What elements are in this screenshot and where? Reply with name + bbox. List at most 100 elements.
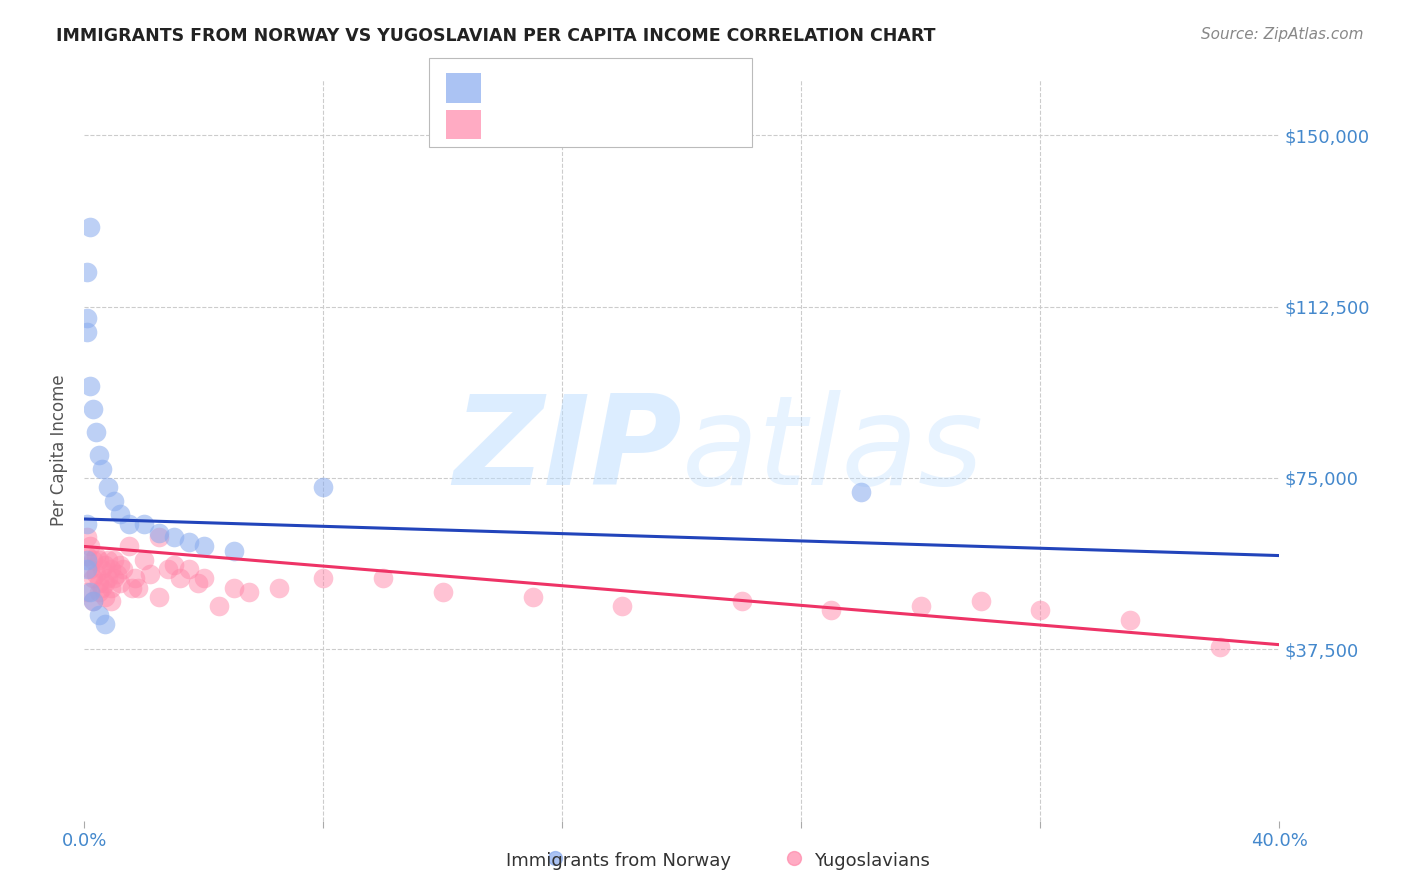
Point bbox=[103, 553, 125, 567]
Point bbox=[97, 480, 120, 494]
Point bbox=[100, 594, 122, 608]
Point bbox=[312, 571, 335, 585]
Point bbox=[432, 585, 454, 599]
Point bbox=[851, 484, 873, 499]
Point bbox=[89, 576, 111, 591]
Point bbox=[97, 571, 120, 585]
Point bbox=[127, 581, 149, 595]
Point bbox=[89, 448, 111, 462]
Point bbox=[76, 553, 98, 567]
Text: R =: R = bbox=[492, 78, 531, 97]
Text: 59: 59 bbox=[630, 115, 655, 134]
Text: ZIP: ZIP bbox=[453, 390, 682, 511]
Text: N =: N = bbox=[583, 115, 641, 134]
Point bbox=[910, 599, 932, 613]
Text: -0.094: -0.094 bbox=[530, 78, 595, 97]
Point bbox=[177, 534, 200, 549]
Point bbox=[82, 402, 104, 417]
Point bbox=[612, 599, 634, 613]
Point bbox=[1119, 613, 1142, 627]
Point bbox=[139, 566, 162, 581]
Point bbox=[103, 571, 125, 585]
Text: Yugoslavians: Yugoslavians bbox=[814, 852, 929, 870]
Point bbox=[105, 566, 128, 581]
Point bbox=[110, 508, 132, 522]
Text: -0.281: -0.281 bbox=[530, 115, 595, 134]
Text: Immigrants from Norway: Immigrants from Norway bbox=[506, 852, 731, 870]
Point bbox=[238, 585, 260, 599]
Point bbox=[148, 590, 170, 604]
Point bbox=[91, 461, 114, 475]
Point bbox=[82, 553, 104, 567]
Point bbox=[79, 219, 101, 234]
Point bbox=[76, 265, 98, 279]
Point bbox=[86, 566, 108, 581]
Point bbox=[522, 590, 544, 604]
Point bbox=[79, 379, 101, 393]
Point bbox=[89, 585, 111, 599]
Point bbox=[112, 562, 135, 576]
Point bbox=[148, 525, 170, 540]
Point bbox=[157, 562, 180, 576]
Point bbox=[79, 540, 101, 554]
Point bbox=[76, 562, 98, 576]
Text: Source: ZipAtlas.com: Source: ZipAtlas.com bbox=[1201, 27, 1364, 42]
Point bbox=[731, 594, 754, 608]
Point bbox=[124, 571, 146, 585]
Point bbox=[132, 516, 156, 531]
Point bbox=[267, 581, 290, 595]
Point bbox=[132, 553, 156, 567]
Point bbox=[121, 581, 143, 595]
Point bbox=[312, 480, 335, 494]
Point bbox=[91, 581, 114, 595]
Point bbox=[94, 590, 117, 604]
Point bbox=[86, 549, 108, 563]
Point bbox=[1029, 603, 1052, 617]
Point bbox=[970, 594, 993, 608]
Point bbox=[169, 571, 191, 585]
Point bbox=[163, 530, 186, 544]
Point bbox=[76, 325, 98, 339]
Point bbox=[76, 549, 98, 563]
Point bbox=[118, 516, 141, 531]
Point bbox=[1209, 640, 1232, 654]
Text: R =: R = bbox=[492, 115, 531, 134]
Point bbox=[91, 562, 114, 576]
Point bbox=[177, 562, 200, 576]
Point bbox=[110, 576, 132, 591]
Point bbox=[100, 581, 122, 595]
Point bbox=[89, 607, 111, 622]
Point bbox=[208, 599, 231, 613]
Point bbox=[163, 558, 186, 572]
Text: atlas: atlas bbox=[682, 390, 984, 511]
Point bbox=[82, 594, 104, 608]
Point bbox=[76, 516, 98, 531]
Point bbox=[97, 553, 120, 567]
Point bbox=[222, 544, 245, 558]
Point bbox=[79, 585, 101, 599]
Point bbox=[76, 310, 98, 325]
Point bbox=[193, 571, 215, 585]
Point bbox=[94, 576, 117, 591]
Point bbox=[94, 617, 117, 632]
Text: 28: 28 bbox=[630, 78, 655, 97]
Y-axis label: Per Capita Income: Per Capita Income bbox=[51, 375, 69, 526]
Point bbox=[222, 581, 245, 595]
Point bbox=[820, 603, 842, 617]
Point bbox=[94, 558, 117, 572]
Point bbox=[103, 493, 125, 508]
Point bbox=[148, 530, 170, 544]
Point bbox=[373, 571, 395, 585]
Point bbox=[100, 562, 122, 576]
Point bbox=[86, 425, 108, 440]
Point bbox=[79, 562, 101, 576]
Point bbox=[82, 594, 104, 608]
Point bbox=[82, 571, 104, 585]
Point bbox=[193, 540, 215, 554]
Point bbox=[89, 553, 111, 567]
Point bbox=[76, 585, 98, 599]
Point bbox=[110, 558, 132, 572]
Text: N =: N = bbox=[583, 78, 641, 97]
Point bbox=[76, 530, 98, 544]
Text: IMMIGRANTS FROM NORWAY VS YUGOSLAVIAN PER CAPITA INCOME CORRELATION CHART: IMMIGRANTS FROM NORWAY VS YUGOSLAVIAN PE… bbox=[56, 27, 936, 45]
